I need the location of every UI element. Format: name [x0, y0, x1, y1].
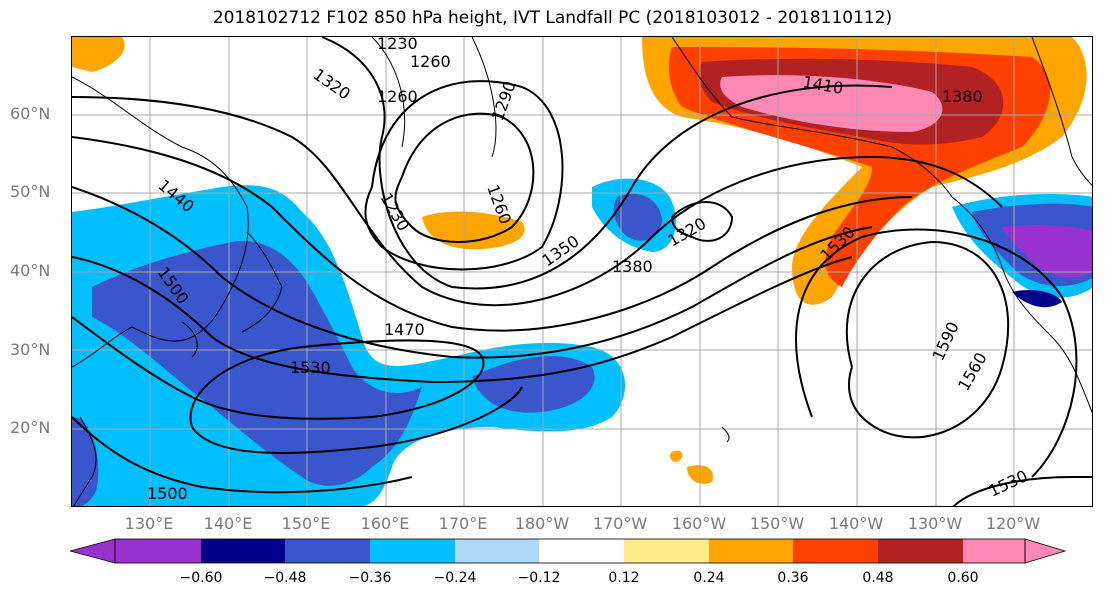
lon-label-120w: 120°W [985, 514, 1041, 533]
colorbar-tick-label: 0.36 [777, 570, 809, 586]
lat-label-20n: 20°N [10, 418, 51, 437]
contour-label: 1260 [410, 52, 451, 71]
colorbar-swatch [455, 539, 539, 563]
colorbar-swatch [285, 539, 370, 563]
contour-label: 1380 [942, 87, 983, 106]
lat-label-40n: 40°N [10, 261, 51, 280]
lon-label-150e: 150°E [281, 514, 331, 533]
colorbar [68, 538, 1070, 568]
colorbar-tick-label: 0.48 [862, 570, 894, 586]
positive-anomaly-west-patch [72, 37, 713, 484]
colorbar-tick-label: 0.12 [608, 570, 640, 586]
lon-label-140w: 140°W [828, 514, 884, 533]
lat-label-30n: 30°N [10, 340, 51, 359]
colorbar-tick-label: 0.24 [693, 570, 725, 586]
colorbar-swatch [878, 539, 963, 563]
negative-anomaly-central-pacific [592, 178, 676, 252]
contour-label: 1470 [384, 320, 425, 339]
contour-label: 1260 [377, 87, 418, 106]
colorbar-swatch [963, 539, 1025, 563]
contour-label: 1290 [488, 79, 520, 124]
positive-anomaly-gulf-of-alaska [642, 37, 1087, 305]
colorbar-tick-label: −0.12 [517, 570, 561, 586]
lon-label-160w: 160°W [671, 514, 727, 533]
colorbar-swatch [793, 539, 878, 563]
colorbar-tick-label: 0.60 [947, 570, 979, 586]
colorbar-swatch [370, 539, 455, 563]
contour-label: 1320 [310, 65, 354, 104]
lon-label-130e: 130°E [124, 514, 174, 533]
colorbar-tick-label: −0.48 [263, 570, 307, 586]
lat-label-50n: 50°N [10, 182, 51, 201]
colorbar-tick-label: −0.36 [348, 570, 392, 586]
contour-label: 1230 [377, 190, 414, 235]
map-panel: 1230 1260 1320 1260 1290 1260 1230 1440 … [71, 36, 1093, 507]
colorbar-high-extend [1024, 538, 1067, 564]
colorbar-swatch [624, 539, 709, 563]
colorbar-tick-label: −0.60 [179, 570, 223, 586]
colorbar-outline [114, 538, 1026, 564]
lon-label-130w: 130°W [907, 514, 963, 533]
contour-label: 1560 [954, 349, 991, 394]
colorbar-low-extend [68, 538, 116, 564]
lon-label-170e: 170°E [438, 514, 488, 533]
contour-label: 1230 [377, 37, 418, 53]
colorbar-swatch [539, 539, 624, 563]
colorbar-tick-label: −0.24 [433, 570, 477, 586]
lon-label-180w: 180°W [514, 514, 570, 533]
negative-anomaly-north-america [952, 194, 1092, 308]
lat-label-60n: 60°N [10, 104, 51, 123]
colorbar-swatch [201, 539, 285, 563]
map-canvas: 1230 1260 1320 1260 1290 1260 1230 1440 … [72, 37, 1092, 506]
lon-label-140e: 140°E [203, 514, 253, 533]
colorbar-svg [68, 538, 1067, 564]
contour-label: 1530 [986, 466, 1031, 500]
lon-label-160e: 160°E [360, 514, 410, 533]
colorbar-swatch [709, 539, 793, 563]
lon-label-170w: 170°W [592, 514, 648, 533]
lon-label-150w: 150°W [749, 514, 805, 533]
height-contours [72, 37, 1092, 506]
contour-label: 1500 [147, 484, 188, 503]
contour-label: 1530 [290, 358, 331, 377]
graticule [72, 37, 1092, 506]
contour-label: 1380 [612, 257, 653, 276]
negative-anomaly-west-pacific [72, 185, 625, 506]
colorbar-swatch [115, 539, 201, 563]
contour-label: 1590 [928, 319, 962, 364]
map-title: 2018102712 F102 850 hPa height, IVT Land… [212, 8, 893, 28]
